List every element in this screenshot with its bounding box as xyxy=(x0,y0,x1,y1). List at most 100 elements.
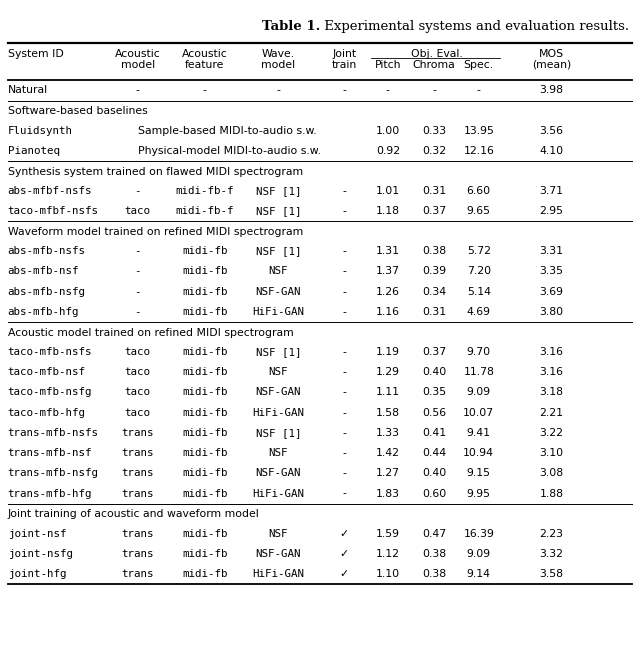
Text: 0.92: 0.92 xyxy=(376,146,400,156)
Text: feature: feature xyxy=(185,59,225,70)
Text: -: - xyxy=(136,86,140,96)
Text: (mean): (mean) xyxy=(532,59,572,70)
Text: ✓: ✓ xyxy=(340,569,349,579)
Text: NSF [1]: NSF [1] xyxy=(255,428,301,438)
Text: model: model xyxy=(261,59,296,70)
Text: trans-mfb-nsf: trans-mfb-nsf xyxy=(8,448,92,458)
Text: Experimental systems and evaluation results.: Experimental systems and evaluation resu… xyxy=(320,20,629,34)
Text: 3.08: 3.08 xyxy=(540,469,564,478)
Text: -: - xyxy=(342,206,346,216)
Text: taco-mfb-hfg: taco-mfb-hfg xyxy=(8,408,86,418)
Text: midi-fb: midi-fb xyxy=(182,529,228,538)
Text: 2.95: 2.95 xyxy=(540,206,564,216)
Text: 3.98: 3.98 xyxy=(540,86,564,96)
Text: Synthesis system trained on flawed MIDI spectrogram: Synthesis system trained on flawed MIDI … xyxy=(8,167,303,177)
Text: -: - xyxy=(342,186,346,196)
Text: 1.29: 1.29 xyxy=(376,367,400,377)
Text: 0.44: 0.44 xyxy=(422,448,446,458)
Text: 0.60: 0.60 xyxy=(422,488,446,499)
Text: 0.56: 0.56 xyxy=(422,408,446,418)
Text: midi-fb: midi-fb xyxy=(182,266,228,277)
Text: 1.26: 1.26 xyxy=(376,287,400,297)
Text: HiFi-GAN: HiFi-GAN xyxy=(252,569,305,579)
Text: 3.31: 3.31 xyxy=(540,246,564,256)
Text: 3.71: 3.71 xyxy=(540,186,564,196)
Text: 0.40: 0.40 xyxy=(422,367,446,377)
Text: 5.72: 5.72 xyxy=(467,246,491,256)
Text: 0.37: 0.37 xyxy=(422,347,446,357)
Text: 1.42: 1.42 xyxy=(376,448,400,458)
Text: 0.39: 0.39 xyxy=(422,266,446,277)
Text: 0.32: 0.32 xyxy=(422,146,446,156)
Text: Natural: Natural xyxy=(8,86,48,96)
Text: Spec.: Spec. xyxy=(463,59,494,70)
Text: joint-nsf: joint-nsf xyxy=(8,529,66,538)
Text: 0.34: 0.34 xyxy=(422,287,446,297)
Text: -: - xyxy=(134,287,141,297)
Text: 13.95: 13.95 xyxy=(463,126,494,136)
Text: -: - xyxy=(477,86,481,96)
Text: -: - xyxy=(342,428,346,438)
Text: NSF-GAN: NSF-GAN xyxy=(255,469,301,478)
Text: trans-mfb-nsfg: trans-mfb-nsfg xyxy=(8,469,99,478)
Text: -: - xyxy=(134,307,141,317)
Text: 0.38: 0.38 xyxy=(422,569,446,579)
Text: taco: taco xyxy=(125,408,150,418)
Text: taco: taco xyxy=(125,387,150,397)
Text: trans: trans xyxy=(122,428,154,438)
Text: 1.19: 1.19 xyxy=(376,347,400,357)
Text: Obj. Eval.: Obj. Eval. xyxy=(411,49,462,59)
Text: 3.18: 3.18 xyxy=(540,387,564,397)
Text: Joint training of acoustic and waveform model: Joint training of acoustic and waveform … xyxy=(8,509,259,519)
Text: -: - xyxy=(134,186,141,196)
Text: 1.31: 1.31 xyxy=(376,246,400,256)
Text: 9.41: 9.41 xyxy=(467,428,491,438)
Text: Acoustic model trained on refined MIDI spectrogram: Acoustic model trained on refined MIDI s… xyxy=(8,328,293,338)
Text: -: - xyxy=(342,488,346,499)
Text: HiFi-GAN: HiFi-GAN xyxy=(252,488,305,499)
Text: midi-fb: midi-fb xyxy=(182,549,228,559)
Text: MOS: MOS xyxy=(539,49,564,59)
Text: NSF-GAN: NSF-GAN xyxy=(255,387,301,397)
Text: ✓: ✓ xyxy=(340,529,349,538)
Text: -: - xyxy=(276,86,280,96)
Text: 7.20: 7.20 xyxy=(467,266,491,277)
Text: 4.10: 4.10 xyxy=(540,146,564,156)
Text: Chroma: Chroma xyxy=(413,59,455,70)
Text: midi-fb: midi-fb xyxy=(182,347,228,357)
Text: ✓: ✓ xyxy=(340,549,349,559)
Text: 2.23: 2.23 xyxy=(540,529,564,538)
Text: 0.41: 0.41 xyxy=(422,428,446,438)
Text: 10.94: 10.94 xyxy=(463,448,494,458)
Text: trans-mfb-nsfs: trans-mfb-nsfs xyxy=(8,428,99,438)
Text: -: - xyxy=(342,469,346,478)
Text: NSF: NSF xyxy=(269,529,288,538)
Text: 1.18: 1.18 xyxy=(376,206,400,216)
Text: Waveform model trained on refined MIDI spectrogram: Waveform model trained on refined MIDI s… xyxy=(8,227,303,237)
Text: Acoustic: Acoustic xyxy=(182,49,228,59)
Text: trans: trans xyxy=(122,469,154,478)
Text: 0.33: 0.33 xyxy=(422,126,446,136)
Text: -: - xyxy=(342,347,346,357)
Text: midi-fb: midi-fb xyxy=(182,569,228,579)
Text: Physical-model MIDI-to-audio s.w.: Physical-model MIDI-to-audio s.w. xyxy=(138,146,321,156)
Text: 9.09: 9.09 xyxy=(467,387,491,397)
Text: midi-fb: midi-fb xyxy=(182,307,228,317)
Text: 6.60: 6.60 xyxy=(467,186,491,196)
Text: Wave.: Wave. xyxy=(262,49,295,59)
Text: taco-mfb-nsf: taco-mfb-nsf xyxy=(8,367,86,377)
Text: trans: trans xyxy=(122,569,154,579)
Text: NSF [1]: NSF [1] xyxy=(255,347,301,357)
Text: midi-fb: midi-fb xyxy=(182,448,228,458)
Text: Pianoteq: Pianoteq xyxy=(8,146,60,156)
Text: trans: trans xyxy=(122,549,154,559)
Text: midi-fb: midi-fb xyxy=(182,387,228,397)
Text: midi-fb: midi-fb xyxy=(182,367,228,377)
Text: 0.40: 0.40 xyxy=(422,469,446,478)
Text: 0.35: 0.35 xyxy=(422,387,446,397)
Text: 3.10: 3.10 xyxy=(540,448,564,458)
Text: trans: trans xyxy=(122,529,154,538)
Text: NSF: NSF xyxy=(269,448,288,458)
Text: NSF [1]: NSF [1] xyxy=(255,206,301,216)
Text: 0.31: 0.31 xyxy=(422,307,446,317)
